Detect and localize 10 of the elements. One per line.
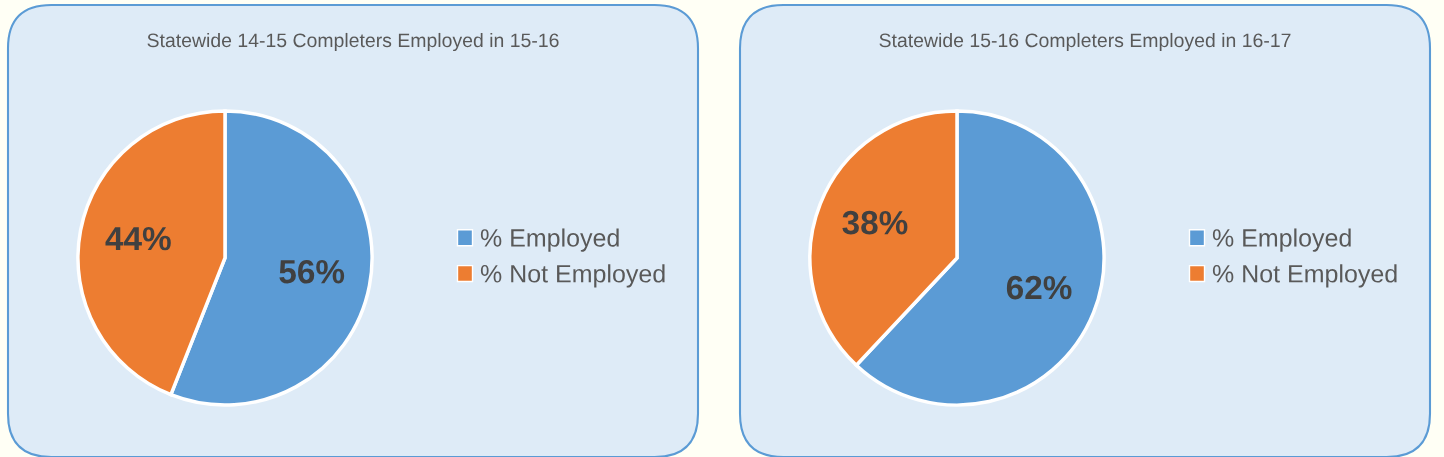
data-label: 44% (105, 226, 171, 251)
data-label: 38% (842, 210, 908, 235)
chart-title: Statewide 15-16 Completers Employed in 16-17 (879, 32, 1291, 52)
chart-title: Statewide 14-15 Completers Employed in 15-16 (147, 32, 559, 52)
data-label: 62% (1006, 275, 1072, 300)
legend-label: % Not Employed (1212, 264, 1397, 288)
legend-label: % Employed (480, 228, 619, 252)
data-label: 56% (279, 259, 345, 284)
legend-label: % Not Employed (480, 264, 665, 288)
legend-label: % Employed (1212, 228, 1351, 252)
